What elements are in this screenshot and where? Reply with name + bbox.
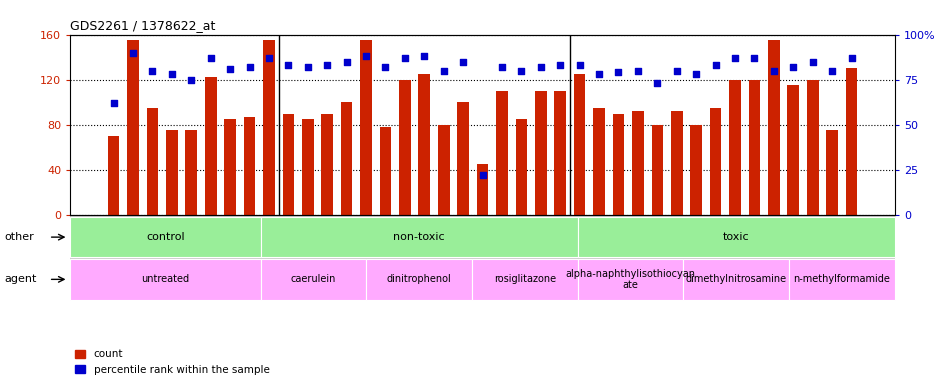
Point [261, 55, 276, 61]
Bar [224, 119, 236, 215]
Text: agent: agent [5, 274, 37, 285]
Bar [826, 131, 837, 215]
Point [552, 62, 567, 68]
Point [397, 55, 412, 61]
Bar [379, 127, 391, 215]
Bar [573, 74, 585, 215]
Point [785, 64, 800, 70]
Text: other: other [5, 232, 35, 242]
Bar [476, 164, 488, 215]
Point [591, 71, 606, 77]
Bar [205, 78, 216, 215]
Bar [709, 108, 721, 215]
Point [668, 68, 683, 74]
Bar [437, 125, 449, 215]
Bar [127, 40, 139, 215]
Bar [515, 119, 527, 215]
Point [804, 59, 819, 65]
Point [436, 68, 451, 74]
Point [358, 53, 373, 59]
Point [145, 68, 160, 74]
Point [824, 68, 839, 74]
Point [281, 62, 296, 68]
Bar [146, 108, 158, 215]
Bar [301, 119, 314, 215]
Point [164, 71, 179, 77]
Bar [632, 111, 643, 215]
Bar [108, 136, 119, 215]
Bar [263, 40, 274, 215]
Bar [670, 111, 681, 215]
Bar [728, 80, 740, 215]
Bar [185, 131, 197, 215]
Bar [806, 80, 818, 215]
Point [183, 77, 198, 83]
Text: control: control [146, 232, 184, 242]
Point [125, 50, 140, 56]
Bar [496, 91, 507, 215]
Text: alpha-naphthylisothiocyan
ate: alpha-naphthylisothiocyan ate [565, 268, 695, 290]
Point [106, 100, 121, 106]
Text: n-methylformamide: n-methylformamide [793, 274, 889, 285]
Point [455, 59, 470, 65]
Bar [690, 125, 701, 215]
Bar [457, 102, 468, 215]
Bar [359, 40, 372, 215]
Point [203, 55, 218, 61]
Point [494, 64, 509, 70]
Bar [651, 125, 663, 215]
Text: dimethylnitrosamine: dimethylnitrosamine [685, 274, 786, 285]
Text: dinitrophenol: dinitrophenol [387, 274, 451, 285]
Text: toxic: toxic [723, 232, 749, 242]
Point [339, 59, 354, 65]
Bar [554, 91, 565, 215]
Point [726, 55, 741, 61]
Bar [592, 108, 605, 215]
Point [377, 64, 392, 70]
Point [746, 55, 761, 61]
Point [630, 68, 645, 74]
Bar [321, 114, 332, 215]
Point [241, 64, 256, 70]
Bar [534, 91, 546, 215]
Point [610, 70, 625, 76]
Point [688, 71, 703, 77]
Bar [341, 102, 352, 215]
Point [475, 172, 490, 179]
Point [223, 66, 238, 72]
Bar [612, 114, 623, 215]
Text: rosiglitazone: rosiglitazone [493, 274, 555, 285]
Point [650, 80, 665, 86]
Point [708, 62, 723, 68]
Text: GDS2261 / 1378622_at: GDS2261 / 1378622_at [70, 19, 215, 32]
Legend: count, percentile rank within the sample: count, percentile rank within the sample [71, 345, 273, 379]
Bar [283, 114, 294, 215]
Point [319, 62, 334, 68]
Bar [786, 85, 798, 215]
Text: non-toxic: non-toxic [393, 232, 445, 242]
Point [417, 53, 431, 59]
Point [843, 55, 858, 61]
Bar [166, 131, 178, 215]
Bar [418, 74, 430, 215]
Point [300, 64, 314, 70]
Point [513, 68, 528, 74]
Bar [748, 80, 759, 215]
Bar [243, 117, 256, 215]
Bar [399, 80, 410, 215]
Bar [768, 40, 779, 215]
Text: untreated: untreated [141, 274, 189, 285]
Bar [845, 68, 856, 215]
Point [533, 64, 548, 70]
Point [572, 62, 587, 68]
Point [766, 68, 781, 74]
Text: caerulein: caerulein [290, 274, 336, 285]
